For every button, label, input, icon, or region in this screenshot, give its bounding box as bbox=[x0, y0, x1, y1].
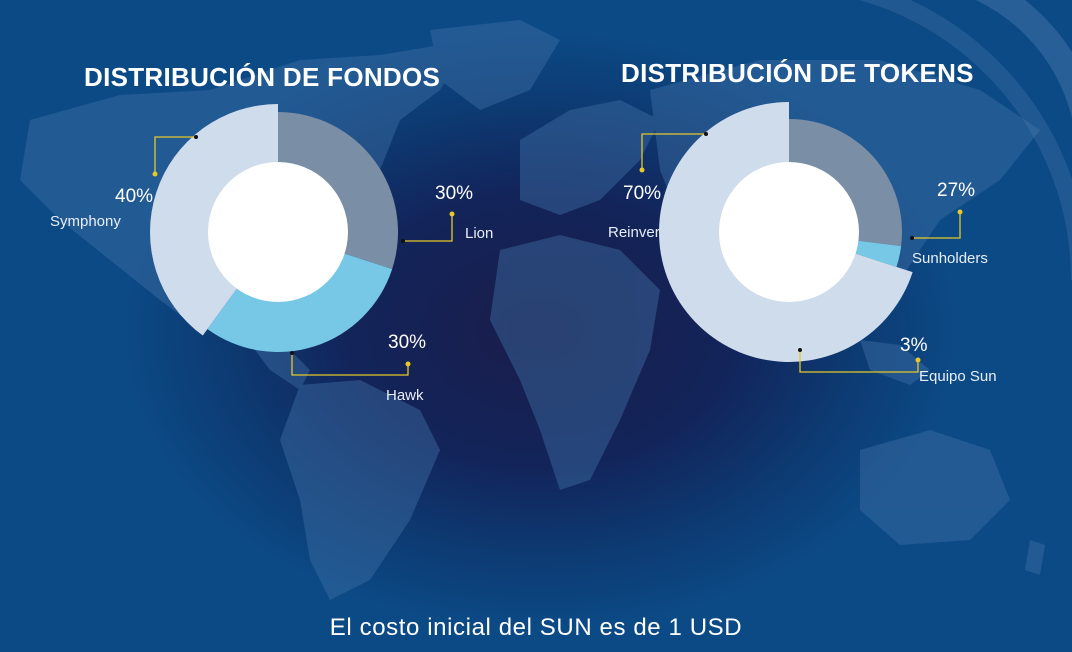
chart2-leader-line bbox=[912, 212, 960, 238]
chart2-sunholders-value: 27% bbox=[937, 180, 975, 202]
chart2-reinver-value: 70% bbox=[623, 183, 661, 205]
chart2-equipo-value: 3% bbox=[900, 335, 927, 357]
chart2-leader-dot bbox=[640, 168, 645, 173]
footer-note: El costo inicial del SUN es de 1 USD bbox=[0, 614, 1072, 642]
chart2-leader-dot bbox=[916, 358, 921, 363]
chart2-sunholders-label: Sunholders bbox=[912, 250, 988, 267]
chart2-leader-anchor bbox=[798, 348, 802, 352]
chart2-leader-anchor bbox=[704, 132, 708, 136]
chart2-equipo-label: Equipo Sun bbox=[919, 368, 997, 385]
chart2-center-hole bbox=[719, 162, 859, 302]
chart2-leader-anchor bbox=[910, 236, 914, 240]
chart2-leader-dot bbox=[958, 210, 963, 215]
chart2-reinver-label: Reinver bbox=[608, 224, 660, 241]
